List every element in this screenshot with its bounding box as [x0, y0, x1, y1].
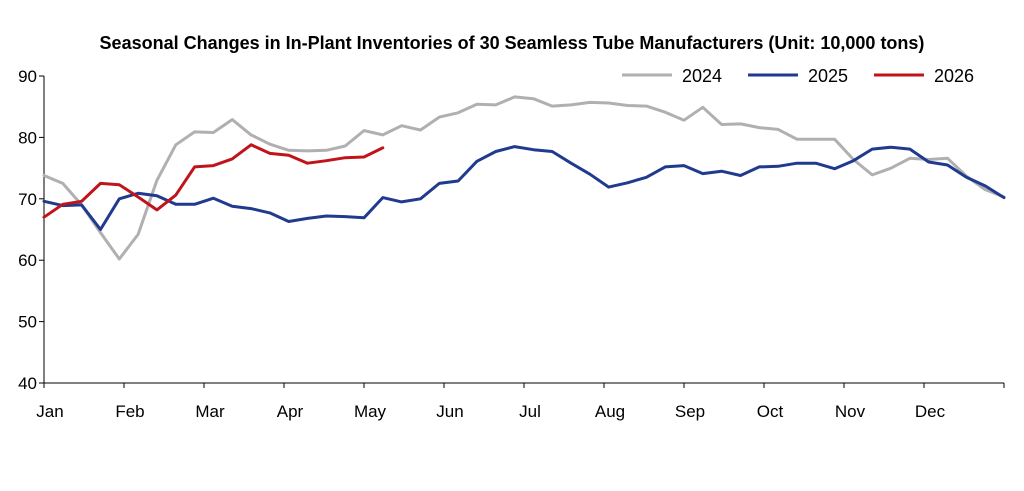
- series-line-2025: [42, 145, 1006, 231]
- series-layer: [42, 95, 1006, 261]
- legend-label-2024: 2024: [682, 66, 722, 86]
- x-tick-label: Jan: [36, 402, 63, 421]
- legend-label-2025: 2025: [808, 66, 848, 86]
- x-tick-label: Oct: [757, 402, 784, 421]
- chart-title: Seasonal Changes in In-Plant Inventories…: [99, 33, 925, 53]
- y-tick-label: 80: [18, 128, 37, 147]
- x-tick-label: Apr: [277, 402, 304, 421]
- x-tick-label: Jul: [519, 402, 541, 421]
- series-line-2024: [42, 95, 1006, 261]
- axes: 40 50 60 70 80 90 Jan Feb Mar Apr May Jun Jul Aug Sep O…: [18, 67, 1005, 421]
- y-tick-label: 70: [18, 190, 37, 209]
- legend-label-2026: 2026: [934, 66, 974, 86]
- x-tick-label: May: [354, 402, 387, 421]
- legend: 2024 2025 2026: [622, 66, 974, 86]
- x-tick-label: Feb: [115, 402, 144, 421]
- x-tick-label: Dec: [915, 402, 946, 421]
- x-tick-label: Mar: [195, 402, 225, 421]
- x-tick-label: Jun: [436, 402, 463, 421]
- y-tick-label: 40: [18, 374, 37, 393]
- x-tick-label: Sep: [675, 402, 705, 421]
- y-tick-label: 60: [18, 251, 37, 270]
- x-tick-label: Nov: [835, 402, 866, 421]
- x-tick-label: Aug: [595, 402, 625, 421]
- series-line-2026: [42, 143, 385, 219]
- y-tick-label: 50: [18, 313, 37, 332]
- y-tick-label: 90: [18, 67, 37, 86]
